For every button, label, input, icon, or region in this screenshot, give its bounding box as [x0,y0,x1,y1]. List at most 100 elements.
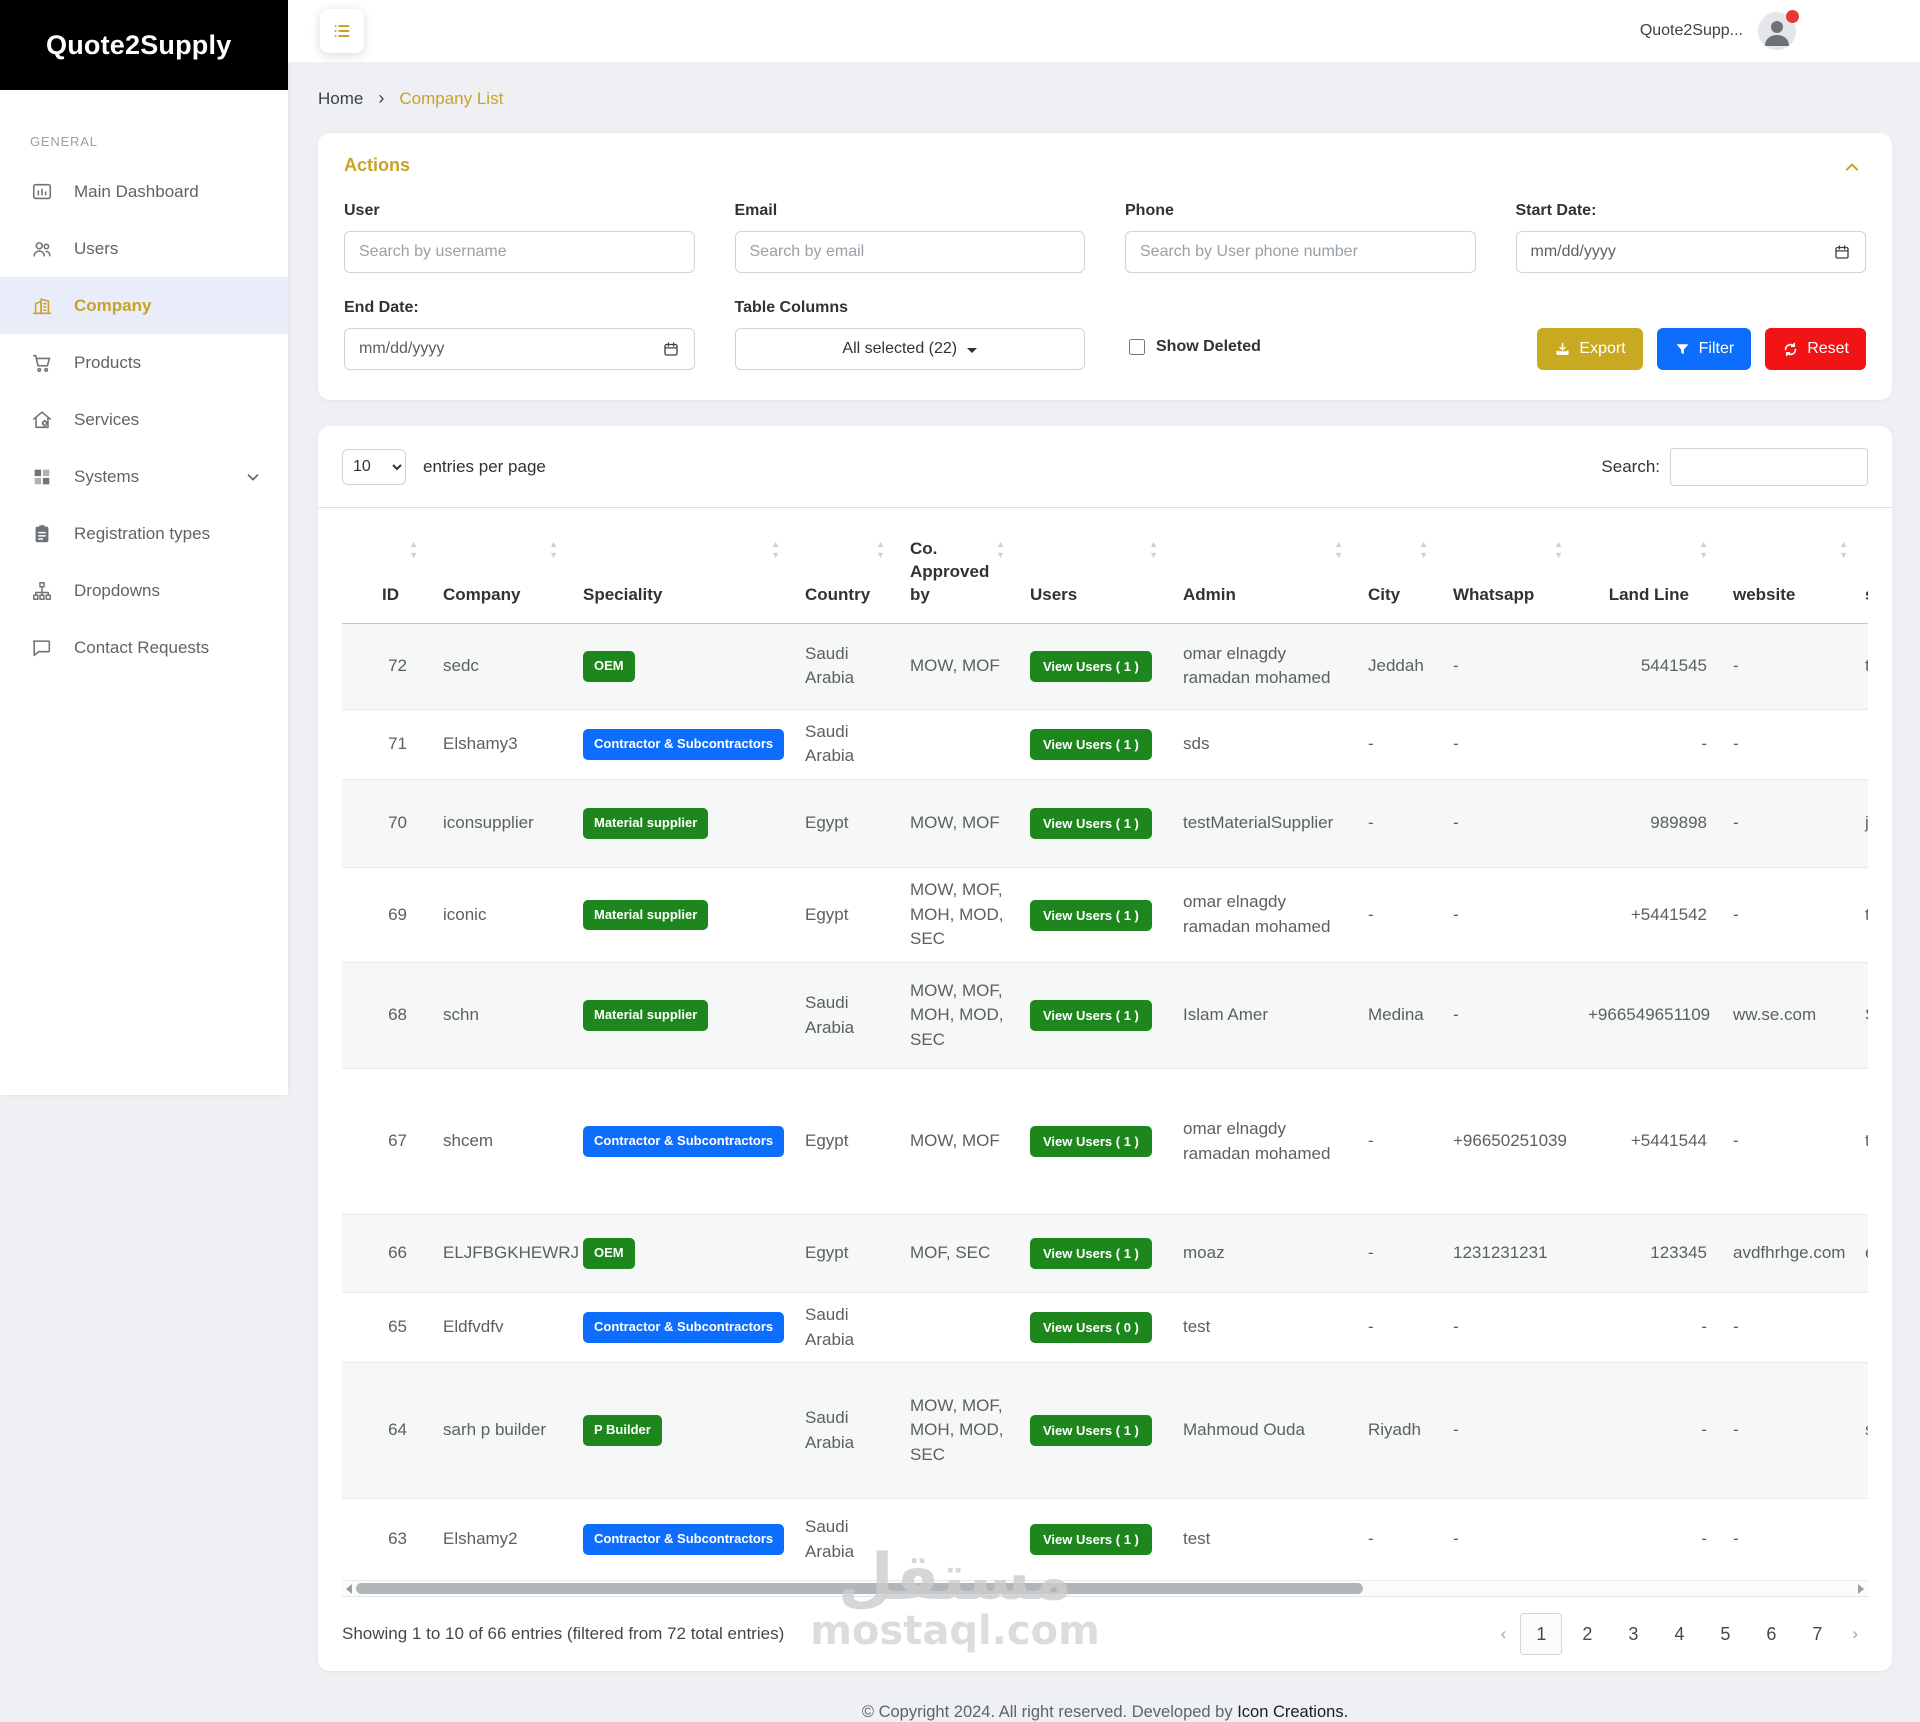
column-header-whatsapp[interactable]: Whatsapp ▲ ▼ [1437,508,1572,624]
breadcrumb-home-link[interactable]: Home [318,88,364,108]
pagination-page-1[interactable]: 1 [1520,1613,1563,1656]
cell-clipped: j [1865,813,1868,833]
pagination-page-4[interactable]: 4 [1674,1623,1685,1644]
phone-search-input[interactable] [1125,231,1476,273]
scrollbar-thumb[interactable] [356,1583,1364,1595]
column-header-land-line[interactable]: Land Line ▲ ▼ [1572,508,1717,624]
sort-arrows-icon[interactable]: ▲ ▼ [549,539,558,560]
sidebar-item-main-dashboard[interactable]: Main Dashboard [0,163,288,220]
sort-arrows-icon[interactable]: ▲ ▼ [1699,539,1708,560]
chevron-down-icon [247,473,259,480]
view-users-button[interactable]: View Users ( 0 ) [1030,1312,1152,1344]
cell-whatsapp: - [1453,655,1459,675]
sidebar-item-label: Systems [74,466,140,486]
export-button[interactable]: Export [1537,328,1643,370]
user-avatar[interactable] [1758,10,1799,50]
pagination-page-6[interactable]: 6 [1766,1623,1777,1644]
column-header-website[interactable]: website ▲ ▼ [1717,508,1857,624]
cell-speciality: Material supplier [567,868,789,963]
column-header-admin[interactable]: Admin ▲ ▼ [1167,508,1352,624]
cell-land-line: - [1701,734,1707,754]
sidebar-item-users[interactable]: Users [0,220,288,277]
column-header-users[interactable]: Users ▲ ▼ [1014,508,1167,624]
scroll-right-arrow-icon[interactable] [1858,1583,1864,1594]
sidebar-item-company[interactable]: Company [0,277,288,334]
table-columns-dropdown[interactable]: All selected (22) [734,328,1085,370]
view-users-button[interactable]: View Users ( 1 ) [1030,1126,1152,1158]
start-date-input[interactable]: mm/dd/yyyy [1515,231,1866,273]
view-users-button[interactable]: View Users ( 1 ) [1030,808,1152,840]
cell-admin: omar elnagdy ramadan mohamed [1183,892,1331,937]
column-header-co-approved-by[interactable]: Co. Approved by ▲ ▼ [894,508,1014,624]
sidebar-item-contact-requests[interactable]: Contact Requests [0,619,288,676]
view-users-button[interactable]: View Users ( 1 ) [1030,1415,1152,1447]
filter-button[interactable]: Filter [1656,328,1752,370]
refresh-icon [1784,342,1797,356]
pagination-page-7[interactable]: 7 [1812,1623,1823,1644]
pagination-page-2[interactable]: 2 [1582,1623,1593,1644]
reset-button[interactable]: Reset [1765,328,1866,370]
end-date-input[interactable]: mm/dd/yyyy [344,328,695,370]
sort-arrows-icon[interactable]: ▲ ▼ [409,539,418,560]
email-search-input[interactable] [734,231,1085,273]
sort-arrows-icon[interactable]: ▲ ▼ [996,539,1005,560]
developer-brand: Icon Creations. [1237,1703,1349,1722]
pagination-page-3[interactable]: 3 [1628,1623,1639,1644]
view-users-button[interactable]: View Users ( 1 ) [1030,899,1152,931]
user-menu[interactable]: Quote2Supp... [1640,10,1799,50]
scroll-left-arrow-icon[interactable] [346,1583,352,1594]
cell-id: 64 [388,1420,407,1440]
email-filter-label: Email [734,202,778,219]
pagination-next[interactable]: › [1852,1624,1858,1644]
sidebar-item-systems[interactable]: Systems [0,448,288,505]
cell-approved-by: MOW, MOF [910,813,1000,833]
cell-clipped: t [1865,655,1868,675]
view-users-button[interactable]: View Users ( 1 ) [1030,650,1152,682]
dashboard-icon [30,180,54,204]
column-header-id[interactable]: ID ▲ ▼ [342,508,427,624]
sort-arrows-icon[interactable]: ▲ ▼ [876,539,885,560]
collapse-chevron-up-icon[interactable] [1842,157,1862,177]
pagination-page-5[interactable]: 5 [1720,1623,1731,1644]
column-header-country[interactable]: Country ▲ ▼ [789,508,894,624]
menu-toggle-button[interactable] [320,9,364,53]
sort-arrows-icon[interactable]: ▲ ▼ [1334,539,1343,560]
sort-arrows-icon[interactable]: ▲ ▼ [1554,539,1563,560]
user-search-input[interactable] [344,231,695,273]
speciality-badge: OEM [583,650,635,682]
cell-country: Saudi Arabia [805,1517,855,1561]
cell-land-line: - [1701,1420,1707,1440]
filter-user: User [344,202,695,273]
view-users-button[interactable]: View Users ( 1 ) [1030,1000,1152,1032]
sort-arrows-icon[interactable]: ▲ ▼ [1419,539,1428,560]
products-cart-icon [30,351,54,375]
horizontal-scrollbar[interactable] [342,1581,1868,1598]
column-header-speciality[interactable]: Speciality ▲ ▼ [567,508,789,624]
view-users-button[interactable]: View Users ( 1 ) [1030,1524,1152,1556]
company-table: ID ▲ ▼ Company ▲ ▼ Speciality ▲ ▼ Country ▲ ▼ Co. Ap… [342,508,1868,1581]
cell-country: Saudi Arabia [805,643,855,688]
view-users-button[interactable]: View Users ( 1 ) [1030,1238,1152,1270]
table-search-input[interactable] [1670,447,1868,486]
column-header-company[interactable]: Company ▲ ▼ [427,508,567,624]
sidebar-item-services[interactable]: Services [0,391,288,448]
sidebar-item-products[interactable]: Products [0,334,288,391]
entries-per-page-select[interactable]: 10 [342,448,406,485]
sort-arrows-icon[interactable]: ▲ ▼ [1839,539,1848,560]
sidebar-item-registration-types[interactable]: Registration types [0,505,288,562]
speciality-badge: Material supplier [583,808,709,840]
cell-speciality: Material supplier [567,780,789,868]
show-deleted-checkbox[interactable] [1129,339,1145,355]
sort-arrows-icon[interactable]: ▲ ▼ [1149,539,1158,560]
sort-arrows-icon[interactable]: ▲ ▼ [771,539,780,560]
view-users-button[interactable]: View Users ( 1 ) [1030,728,1152,760]
column-header-city[interactable]: City ▲ ▼ [1352,508,1437,624]
cell-company: Elshamy2 [443,1529,518,1549]
table-controls: 10 entries per page Search: [318,426,1892,508]
pagination-prev[interactable]: ‹ [1500,1624,1507,1644]
cell-city: - [1368,1131,1374,1151]
cell-users: View Users ( 1 ) [1014,868,1167,963]
show-deleted-toggle[interactable]: Show Deleted [1125,328,1476,358]
sidebar-item-dropdowns[interactable]: Dropdowns [0,562,288,619]
cell-clipped: S [1857,963,1868,1069]
